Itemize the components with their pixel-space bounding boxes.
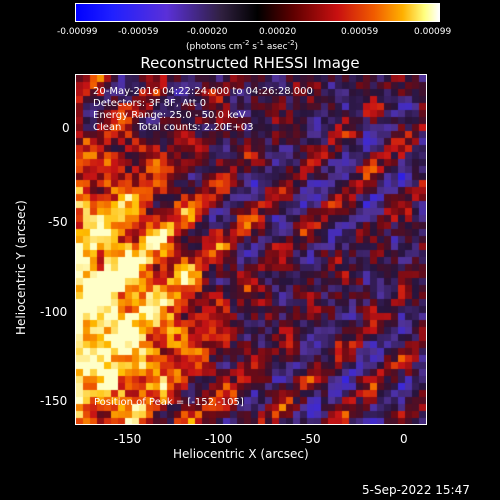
y-tick-label: 0: [62, 121, 70, 135]
y-tick-label: -100: [40, 305, 68, 319]
rhessi-image-canvas: [76, 75, 426, 424]
x-tick-label: -150: [114, 432, 142, 446]
overlay-info: 20-May-2016 04:22:24.000 to 04:26:28.000…: [93, 86, 313, 134]
overlay-counts: Clean Total counts: 2.20E+03: [93, 122, 254, 133]
y-tick-label: -150: [40, 394, 68, 408]
x-axis-title: Heliocentric X (arcsec): [173, 447, 309, 461]
y-tick-label: -50: [48, 215, 68, 229]
colorbar-tick: 0.00020: [259, 27, 297, 37]
colorbar-tick: 0.00059: [341, 27, 379, 37]
colorbar-tick: 0.00099: [414, 27, 452, 37]
x-tick-label: 0: [400, 432, 408, 446]
overlay-energy: Energy Range: 25.0 - 50.0 keV: [93, 110, 246, 121]
colorbar-units: (photons cm-2 s-1 asec-2): [186, 39, 299, 52]
colorbar-tick: -0.00099: [57, 27, 98, 37]
overlay-detectors: Detectors: 3F 8F, Att 0: [93, 98, 207, 109]
overlay-time: 20-May-2016 04:22:24.000 to 04:26:28.000: [93, 86, 313, 97]
y-axis-title: Heliocentric Y (arcsec): [14, 200, 28, 335]
colorbar-tick: -0.00020: [187, 27, 228, 37]
image-title: Reconstructed RHESSI Image: [140, 54, 360, 72]
overlay-peak: Position of Peak = [-152,-105]: [94, 397, 244, 408]
colorbar: [75, 3, 440, 22]
image-plot: [75, 74, 427, 425]
x-tick-label: -100: [205, 432, 233, 446]
footer-date: 5-Sep-2022 15:47: [362, 483, 470, 497]
x-tick-label: -50: [301, 432, 321, 446]
colorbar-tick: -0.00059: [118, 27, 159, 37]
